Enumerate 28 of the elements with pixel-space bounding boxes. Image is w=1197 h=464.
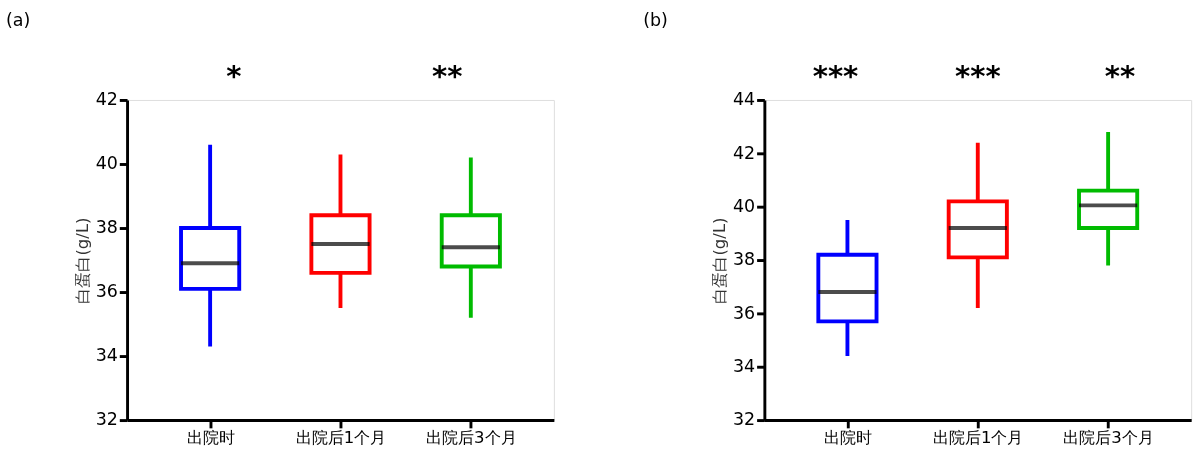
text: ** [431, 59, 463, 94]
x-tick-label: 出院时 [823, 427, 872, 447]
y-tick-label: 42 [732, 142, 756, 163]
y-tick-label: 32 [95, 409, 118, 430]
y-tick-label: 38 [95, 217, 118, 238]
x-tick-label: 出院时 [186, 427, 235, 447]
text: *** [954, 59, 1001, 94]
y-tick-label: 32 [732, 409, 756, 430]
y-tick-label: 40 [95, 153, 118, 174]
x-tick-label: 出院后1个月 [295, 427, 387, 447]
y-tick-label: 38 [732, 249, 756, 270]
y-tick-label: 36 [95, 281, 118, 302]
y-tick-label: 34 [732, 356, 756, 377]
text: * [226, 59, 242, 94]
y-axis-title: 白蛋白(g/L) [72, 217, 92, 304]
x-tick-label: 出院后3个月 [1063, 427, 1154, 447]
y-axis-title: 白蛋白(g/L) [710, 217, 730, 304]
y-tick-label: 44 [732, 89, 756, 110]
y-tick-label: 36 [732, 302, 756, 323]
x-tick-label: 出院后3个月 [426, 427, 517, 447]
y-tick-label: 40 [732, 196, 756, 217]
chart-title: (a) [5, 10, 31, 31]
text: *** [812, 59, 859, 94]
chart-title: (b) [643, 10, 668, 31]
x-tick-label: 出院后1个月 [933, 427, 1024, 447]
text: ** [1104, 59, 1136, 94]
y-tick-label: 42 [95, 89, 118, 110]
y-tick-label: 34 [95, 345, 118, 366]
